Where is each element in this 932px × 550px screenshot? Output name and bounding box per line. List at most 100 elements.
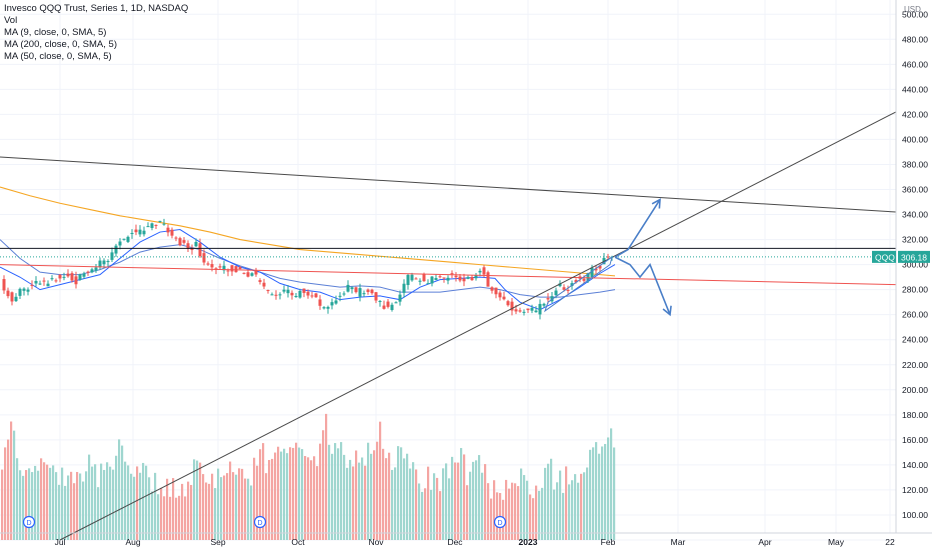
- legend: Invesco QQQ Trust, Series 1, 1D, NASDAQ …: [4, 3, 188, 63]
- volume-bar: [40, 458, 43, 540]
- volume-bar: [361, 457, 364, 540]
- candle-body: [414, 278, 418, 280]
- volume-bar: [541, 487, 544, 540]
- volume-bar: [91, 466, 94, 540]
- volume-bar: [16, 458, 19, 540]
- volume-bar: [574, 474, 577, 540]
- volume-bar: [391, 469, 394, 540]
- volume-bar: [79, 473, 82, 540]
- candle-body: [110, 252, 114, 260]
- candle-body: [106, 261, 110, 263]
- volume-bar: [28, 468, 31, 540]
- candle-body: [586, 273, 590, 281]
- volume-bar: [547, 463, 550, 540]
- volume-bar: [415, 469, 418, 540]
- volume-bar: [214, 488, 217, 540]
- volume-bar: [373, 450, 376, 540]
- ma9-line: [0, 229, 616, 311]
- volume-bar: [409, 468, 412, 540]
- candle-body: [314, 293, 318, 298]
- candle-body: [338, 295, 342, 297]
- volume-bar: [283, 448, 286, 540]
- volume-bar: [526, 480, 529, 540]
- volume-bar: [553, 489, 556, 540]
- candle-body: [290, 292, 294, 296]
- badge-symbol: QQQ: [875, 252, 895, 262]
- volume-bar: [70, 471, 73, 540]
- volume-bar: [358, 462, 361, 540]
- volume-bar: [142, 462, 145, 540]
- volume-bar: [178, 495, 181, 540]
- volume-bar: [43, 462, 46, 540]
- volume-bar: [151, 491, 154, 540]
- candle-body: [574, 280, 578, 283]
- price-tick-label: 200.00: [902, 385, 928, 395]
- volume-bar: [58, 484, 61, 540]
- volume-bar: [529, 494, 532, 540]
- candle-body: [490, 287, 494, 291]
- candle-body: [442, 277, 446, 279]
- volume-bar: [595, 442, 598, 540]
- candle-body: [322, 307, 326, 309]
- dividend-marker: [253, 515, 267, 529]
- volume-bar: [493, 480, 496, 540]
- volume-bar: [520, 468, 523, 540]
- volume-bar: [385, 458, 388, 540]
- time-tick-label: Sep: [210, 537, 225, 547]
- candle-body: [366, 289, 370, 293]
- volume-bar: [577, 482, 580, 540]
- candle-body: [206, 263, 210, 265]
- candle-body: [362, 293, 366, 295]
- volume-bar: [469, 471, 472, 540]
- volume-bar: [466, 485, 469, 540]
- price-tick-label: 440.00: [902, 84, 928, 94]
- volume-bar: [475, 460, 478, 540]
- volume-bar: [184, 496, 187, 540]
- volume-bar: [199, 462, 202, 540]
- candle-body: [334, 300, 338, 304]
- candle-body: [158, 220, 162, 222]
- volume-bar: [13, 430, 16, 540]
- candle-body: [478, 270, 482, 273]
- candle-body: [310, 295, 314, 297]
- candle-body: [374, 292, 378, 301]
- candle-body: [422, 273, 426, 282]
- volume-bar: [94, 464, 97, 540]
- candle-body: [78, 274, 82, 280]
- price-tick-label: 320.00: [902, 235, 928, 245]
- volume-bar: [352, 466, 355, 540]
- volume-bar: [256, 465, 259, 540]
- volume-bar: [454, 462, 457, 540]
- candle-body: [2, 279, 6, 291]
- volume-bar: [535, 485, 538, 540]
- price-tick-label: 480.00: [902, 34, 928, 44]
- candle-body: [386, 301, 390, 307]
- price-tick-label: 460.00: [902, 59, 928, 69]
- volume-bar: [19, 470, 22, 540]
- candle-body: [222, 265, 226, 271]
- candle-body: [382, 305, 386, 309]
- volume-bar: [301, 449, 304, 540]
- volume-bar: [451, 456, 454, 540]
- candle-body: [202, 253, 206, 263]
- candle-body: [98, 260, 102, 268]
- volume-bar: [286, 453, 289, 540]
- volume-bar: [220, 477, 223, 540]
- legend-vol: Vol: [4, 15, 18, 26]
- candle-body: [62, 276, 66, 278]
- volume-bar: [205, 482, 208, 540]
- candle-body: [522, 311, 526, 313]
- price-tick-label: 220.00: [902, 360, 928, 370]
- candle-body: [10, 292, 14, 302]
- volume-bar: [403, 458, 406, 540]
- volume-bar: [538, 490, 541, 540]
- candle-body: [330, 302, 334, 306]
- currency-label: USD: [904, 5, 921, 14]
- volume-bar: [514, 483, 517, 540]
- candle-body: [258, 280, 262, 282]
- candle-body: [598, 265, 602, 269]
- candle-body: [354, 287, 358, 293]
- candle-body: [486, 272, 490, 287]
- time-tick-label: Apr: [758, 537, 771, 547]
